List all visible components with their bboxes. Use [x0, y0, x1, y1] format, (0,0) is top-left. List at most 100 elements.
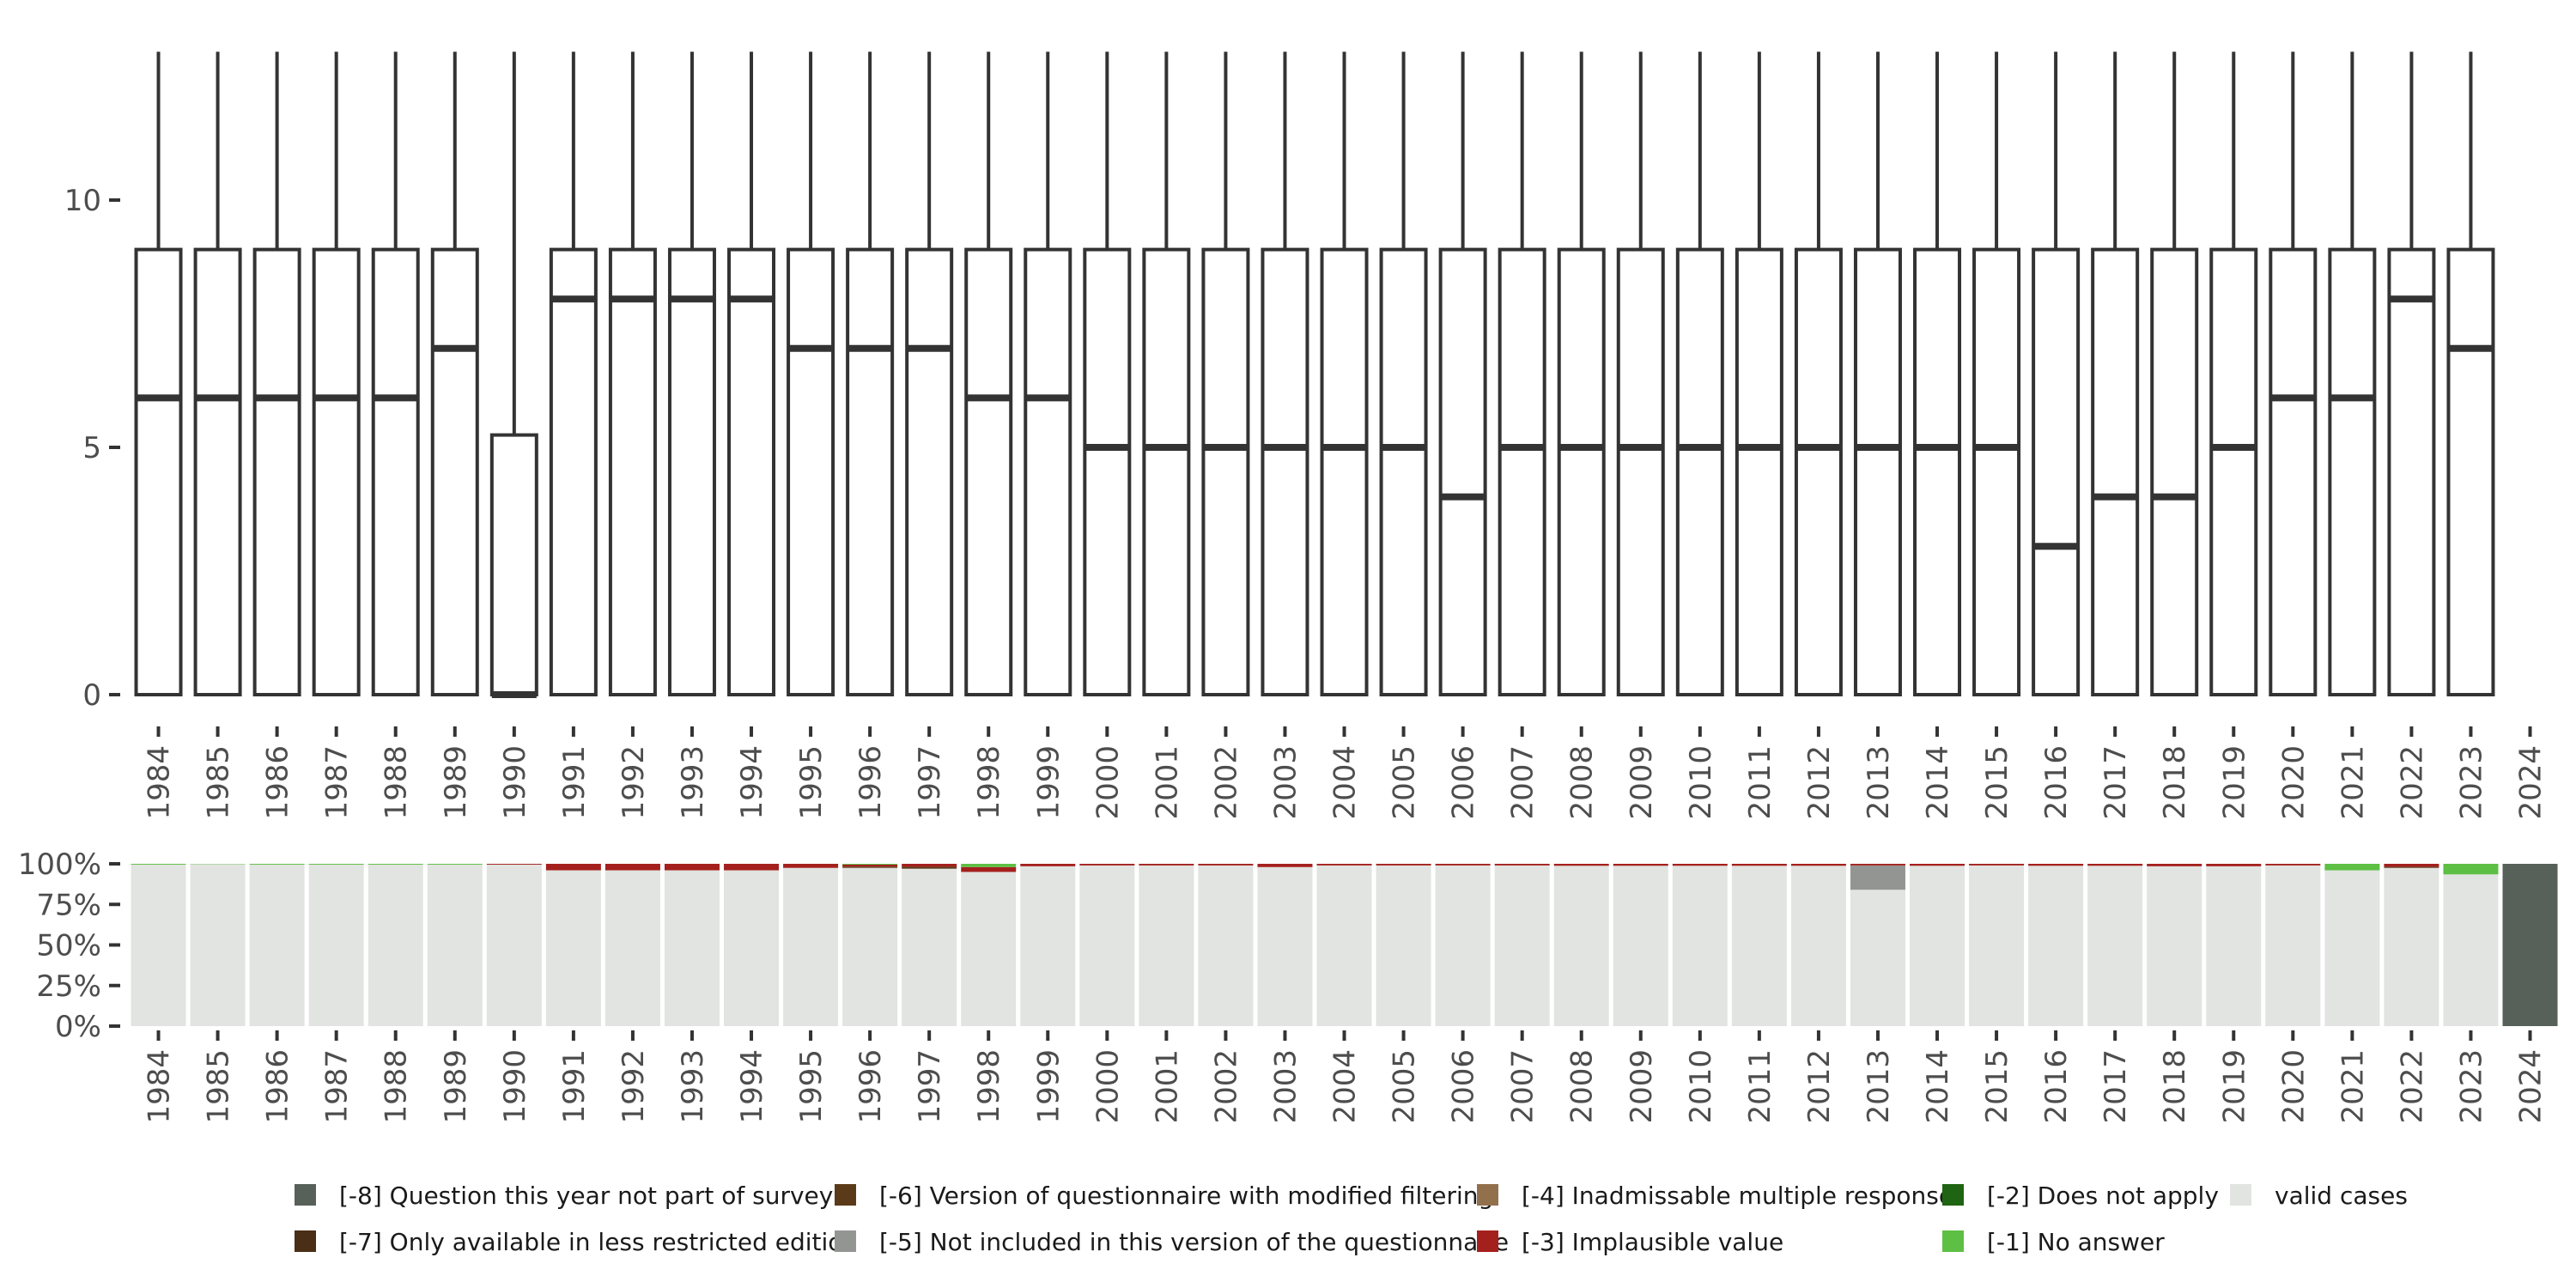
box-2020: [2269, 52, 2318, 697]
x-tick-label-2005: 2005: [1388, 745, 1422, 820]
legend-label-6: [-2] Does not apply: [1987, 1182, 2219, 1210]
box-body-1985: [193, 247, 242, 697]
segment-2022-m6: [2384, 866, 2439, 868]
box-1992: [608, 52, 657, 697]
legend-item-7: [-1] No answer: [1942, 1228, 2165, 1256]
box-2000: [1083, 52, 1132, 697]
stacked-bar-2001: [1139, 864, 1194, 1026]
legend-label-2: [-6] Version of questionnaire with modif…: [879, 1182, 1493, 1210]
segment-1996-m6: [842, 866, 898, 868]
segment-1986-valid: [249, 864, 305, 1026]
box-body-1988: [371, 247, 420, 697]
legend-swatch-4: [1477, 1184, 1498, 1206]
stacked-bar-2002: [1198, 864, 1254, 1026]
box-body-1993: [667, 247, 716, 697]
x-tick-label-2003: 2003: [1268, 745, 1303, 820]
legend-label-7: [-1] No answer: [1987, 1228, 2165, 1256]
box-body-1999: [1024, 247, 1072, 697]
bar-x-tick-label-1995: 1995: [794, 1049, 829, 1124]
segment-2015-m3: [1969, 864, 2025, 866]
box-body-2019: [2209, 247, 2258, 697]
segment-1998-m1: [961, 864, 1017, 867]
segment-2023-valid: [2443, 874, 2499, 1026]
box-2004: [1320, 52, 1369, 697]
box-2022: [2387, 52, 2436, 697]
segment-1998-m3: [961, 866, 1017, 872]
box-body-1992: [608, 247, 657, 697]
stacked-bar-2010: [1672, 864, 1728, 1026]
bar-x-tick-label-2020: 2020: [2276, 1049, 2311, 1124]
segment-2002-valid: [1198, 865, 1254, 1026]
box-body-1996: [846, 247, 895, 697]
bar-x-tick-label-2010: 2010: [1684, 1049, 1718, 1124]
stacked-bar-1984: [131, 864, 186, 1026]
segment-1987-m1: [308, 864, 364, 865]
segment-2005-valid: [1376, 865, 1431, 1026]
box-1989: [430, 52, 479, 697]
x-tick-label-2000: 2000: [1091, 745, 1125, 820]
x-tick-label-1990: 1990: [498, 745, 532, 820]
segment-2020-valid: [2265, 865, 2321, 1026]
box-2006: [1438, 52, 1487, 697]
x-tick-label-2011: 2011: [1743, 745, 1777, 820]
stacked-bar-2006: [1435, 864, 1491, 1026]
box-body-1989: [430, 247, 479, 697]
box-2002: [1201, 52, 1250, 697]
stacked-bar-2016: [2028, 864, 2084, 1026]
segment-1986-m1: [249, 864, 305, 865]
stacked-bar-1995: [783, 864, 839, 1026]
segment-1993-valid: [664, 870, 720, 1026]
x-tick-label-1984: 1984: [143, 745, 177, 820]
segment-1996-m1: [842, 864, 898, 865]
box-body-2007: [1498, 247, 1546, 697]
stacked-bar-2020: [2265, 864, 2321, 1026]
segment-2003-m3: [1257, 864, 1313, 867]
box-1990: [489, 52, 538, 698]
box-1995: [787, 52, 835, 697]
segment-2001-valid: [1139, 865, 1194, 1026]
x-tick-label-2024: 2024: [2514, 745, 2549, 820]
x-tick-label-2004: 2004: [1328, 745, 1363, 820]
bar-x-tick-label-1990: 1990: [498, 1049, 532, 1124]
stacked-bar-2015: [1969, 864, 2025, 1026]
segment-2021-valid: [2324, 870, 2380, 1026]
legend-swatch-6: [1942, 1184, 1964, 1206]
x-tick-label-2016: 2016: [2039, 745, 2074, 820]
boxplot-y-axis: 0 5 10: [64, 184, 120, 713]
boxplot-panel: [134, 52, 2495, 698]
segment-2009-m3: [1613, 864, 1668, 866]
bar-x-tick-label-2012: 2012: [1802, 1049, 1837, 1124]
x-tick-label-2006: 2006: [1447, 745, 1481, 820]
bar-x-tick-label-1987: 1987: [320, 1049, 355, 1124]
x-tick-label-1998: 1998: [972, 745, 1006, 820]
legend-item-1: [-7] Only available in less restricted e…: [295, 1228, 858, 1256]
bar-x-tick-label-1986: 1986: [261, 1049, 295, 1124]
box-body-1995: [787, 247, 835, 697]
stacked-bar-2023: [2443, 864, 2499, 1026]
segment-1991-m3: [545, 864, 601, 871]
segment-1988-valid: [368, 864, 423, 1026]
segment-1998-valid: [961, 872, 1017, 1026]
segment-1994-valid: [724, 870, 780, 1026]
segment-2007-valid: [1494, 865, 1550, 1026]
stacked-bar-y-axis: 0% 25% 50% 75% 100%: [18, 848, 120, 1044]
box-1986: [252, 52, 301, 697]
segment-2001-m3: [1139, 864, 1194, 866]
legend-item-2: [-6] Version of questionnaire with modif…: [835, 1182, 1493, 1210]
segment-2000-valid: [1079, 865, 1135, 1026]
x-tick-label-1988: 1988: [380, 745, 414, 820]
segment-1999-m3: [1020, 864, 1076, 866]
segment-2010-valid: [1672, 866, 1728, 1026]
box-2021: [2328, 52, 2377, 697]
stacked-bar-2018: [2147, 864, 2202, 1026]
bar-x-tick-label-1991: 1991: [557, 1049, 592, 1124]
segment-2011-valid: [1731, 866, 1787, 1026]
legend-item-0: [-8] Question this year not part of surv…: [295, 1182, 833, 1210]
bar-x-tick-label-2023: 2023: [2454, 1049, 2488, 1124]
segment-1993-m3: [664, 864, 720, 871]
segment-2005-m3: [1376, 864, 1431, 866]
segment-2003-valid: [1257, 866, 1313, 1026]
box-body-2005: [1379, 247, 1428, 697]
legend-item-8: valid cases: [2230, 1182, 2408, 1210]
